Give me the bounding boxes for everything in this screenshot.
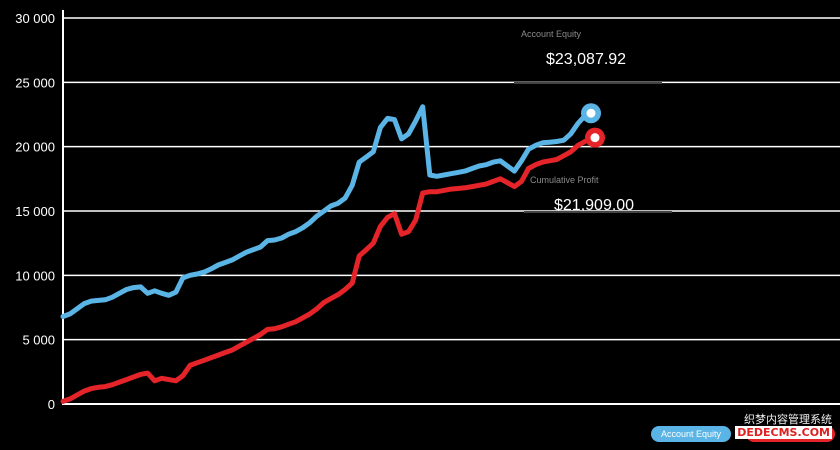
profit-callout-value: $21,909.00 — [554, 197, 634, 214]
series-layer — [60, 103, 605, 404]
legend-equity[interactable]: Account Equity — [651, 426, 732, 442]
equity-series-line — [60, 104, 595, 319]
profit-series-line — [60, 135, 595, 404]
equity-callout: Account Equity $23,087.92 — [514, 29, 662, 84]
y-tick-label: 0 — [48, 397, 55, 412]
profit-callout: Cumulative Profit $21,909.00 — [524, 175, 672, 214]
watermark-line1: 织梦内容管理系统 — [744, 413, 832, 426]
equity-callout-label: Account Equity — [521, 29, 582, 39]
y-axis-ticks: 0 5 000 10 000 15 000 20 000 25 000 30 000 — [15, 11, 55, 412]
y-tick-label: 15 000 — [15, 204, 55, 219]
grid-lines — [63, 17, 840, 405]
profit-callout-label: Cumulative Profit — [530, 175, 599, 185]
y-tick-label: 30 000 — [15, 11, 55, 26]
y-tick-label: 25 000 — [15, 75, 55, 90]
y-tick-label: 10 000 — [15, 268, 55, 283]
equity-callout-value: $23,087.92 — [546, 51, 626, 68]
y-tick-label: 20 000 — [15, 140, 55, 155]
y-tick-label: 5 000 — [22, 333, 55, 348]
watermark: 织梦内容管理系统 DEDECMS.COM — [735, 413, 832, 439]
equity-endpoint-dot — [586, 108, 596, 118]
watermark-line2: DEDECMS.COM — [735, 426, 832, 439]
profit-endpoint-dot — [590, 133, 600, 143]
